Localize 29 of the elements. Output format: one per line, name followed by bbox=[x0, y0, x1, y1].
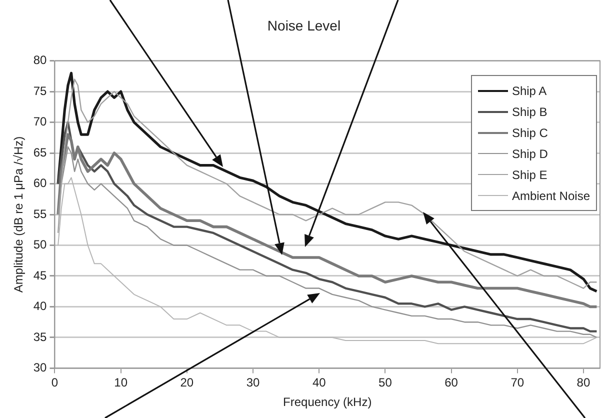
legend-label: Ship B bbox=[512, 104, 548, 118]
y-tick-label: 80 bbox=[33, 53, 48, 68]
y-tick-label: 35 bbox=[33, 330, 48, 344]
y-tick-label: 40 bbox=[33, 299, 48, 314]
x-tick-label: 0 bbox=[51, 376, 58, 390]
y-axis-title: Amplitude (dB re 1 μPa /√Hz) bbox=[12, 136, 26, 293]
y-tick-label: 75 bbox=[33, 84, 48, 98]
x-tick-label: 60 bbox=[444, 376, 458, 390]
y-tick-label: 70 bbox=[33, 114, 48, 129]
legend-label: Ship E bbox=[512, 168, 548, 182]
y-tick-label: 50 bbox=[33, 238, 48, 252]
x-axis-title: Frequency (kHz) bbox=[283, 395, 372, 410]
legend-label: Ship C bbox=[512, 126, 548, 140]
x-tick-label: 50 bbox=[378, 376, 392, 390]
x-tick-label: 20 bbox=[180, 376, 194, 390]
chart-title: Noise Level bbox=[267, 17, 341, 34]
y-tick-label: 30 bbox=[33, 360, 48, 375]
legend-label: Ship A bbox=[512, 84, 547, 98]
y-tick-label: 60 bbox=[33, 176, 48, 190]
x-tick-label: 80 bbox=[576, 376, 590, 390]
y-tick-label: 55 bbox=[33, 206, 48, 221]
y-tick-label: 65 bbox=[33, 145, 48, 160]
x-tick-label: 70 bbox=[510, 376, 524, 390]
x-tick-label: 30 bbox=[246, 376, 260, 390]
legend-label: Ambient Noise bbox=[512, 188, 590, 202]
x-tick-label: 10 bbox=[114, 376, 128, 390]
x-tick-label: 40 bbox=[312, 376, 326, 390]
y-tick-label: 45 bbox=[33, 268, 48, 282]
legend-label: Ship D bbox=[512, 146, 548, 160]
